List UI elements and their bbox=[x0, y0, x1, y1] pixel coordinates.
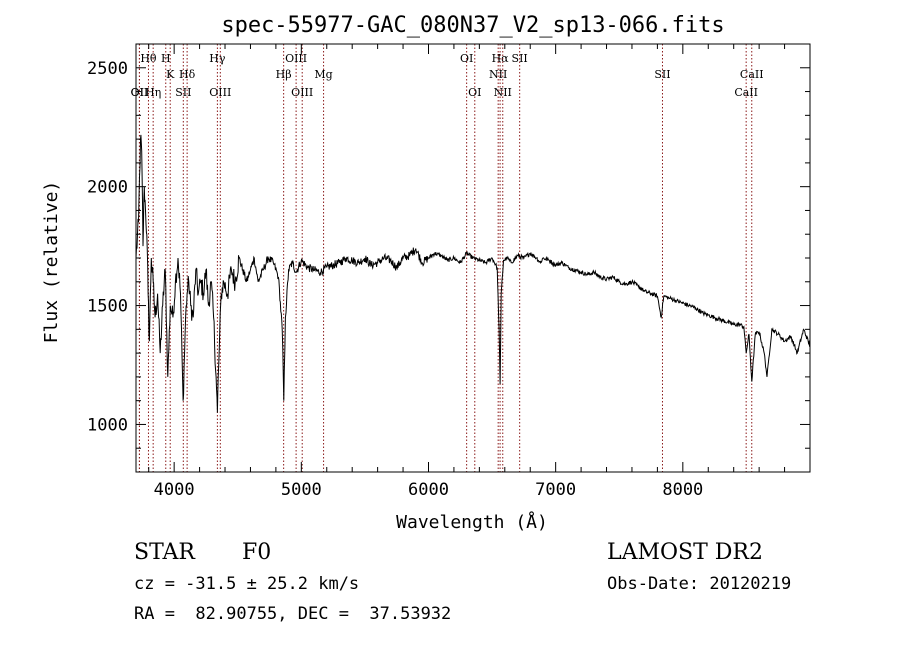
line-marker-label: Hβ bbox=[276, 68, 292, 81]
line-marker-label: SII bbox=[654, 68, 670, 81]
line-marker-label: OIII bbox=[291, 86, 313, 99]
line-marker-label: NII bbox=[489, 68, 507, 81]
chart-title: spec-55977-GAC_080N37_V2_sp13-066.fits bbox=[221, 13, 724, 38]
spectrum-line bbox=[135, 134, 811, 413]
x-axis-label: Wavelength (Å) bbox=[396, 511, 548, 533]
line-marker-label: OIII bbox=[209, 86, 231, 99]
line-marker-label: Mg bbox=[314, 68, 332, 81]
line-marker-label: H bbox=[161, 52, 171, 65]
y-tick-label: 1000 bbox=[87, 415, 128, 435]
y-tick-label: 2500 bbox=[87, 59, 128, 79]
observation-date: Obs-Date: 20120219 bbox=[607, 574, 792, 594]
object-subclass: F0 bbox=[242, 540, 272, 565]
x-tick-label: 8000 bbox=[662, 480, 703, 500]
line-marker-label: NII bbox=[494, 86, 512, 99]
x-tick-label: 6000 bbox=[408, 480, 449, 500]
x-tick-label: 7000 bbox=[535, 480, 576, 500]
line-marker-label: Hγ bbox=[209, 52, 226, 65]
y-axis-label: Flux (relative) bbox=[41, 181, 62, 344]
line-marker-label: Hα bbox=[492, 52, 510, 65]
line-marker-label: SII bbox=[175, 86, 191, 99]
line-marker-label: CaII bbox=[740, 68, 764, 81]
y-axis: 1000 1500 2000 2500 bbox=[87, 43, 810, 449]
line-marker-label: SII bbox=[512, 52, 528, 65]
coordinates: RA = 82.90755, DEC = 37.53932 bbox=[134, 604, 452, 624]
line-marker-label: Hθ bbox=[140, 52, 157, 65]
line-marker-label: OI bbox=[468, 86, 481, 99]
line-marker-label: OIII bbox=[285, 52, 307, 65]
line-marker-label: Hη bbox=[145, 86, 161, 99]
line-marker-label: Hδ bbox=[179, 68, 196, 81]
x-tick-label: 5000 bbox=[281, 480, 322, 500]
line-marker-label: OII bbox=[131, 86, 149, 99]
line-marker-label: OII bbox=[131, 86, 149, 99]
redshift-info: cz = -31.5 ± 25.2 km/s bbox=[134, 574, 360, 594]
line-marker-label: K bbox=[166, 68, 175, 81]
line-marker-label: CaII bbox=[734, 86, 758, 99]
line-marker-label: OI bbox=[460, 52, 473, 65]
survey-name: LAMOST DR2 bbox=[607, 540, 763, 565]
object-class: STAR bbox=[134, 540, 195, 565]
series-group bbox=[135, 134, 811, 413]
y-tick-label: 1500 bbox=[87, 297, 128, 317]
x-axis: 4000 5000 6000 7000 8000 bbox=[148, 44, 811, 500]
x-tick-label: 4000 bbox=[154, 480, 195, 500]
y-tick-label: 2000 bbox=[87, 178, 128, 198]
